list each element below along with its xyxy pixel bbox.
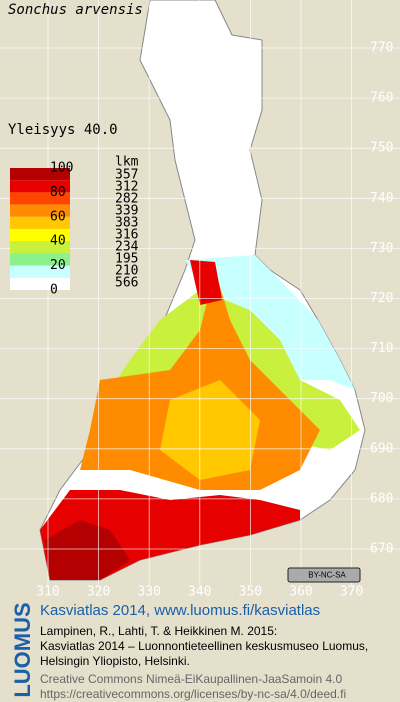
map [39,0,366,581]
legend-count: 357 [115,168,138,183]
region-north [185,255,355,390]
northing-label: 670 [370,542,393,557]
legend-scale-label: 40 [50,234,66,249]
frequency: Yleisyys 40.0 [8,122,118,138]
northing-label: 770 [370,41,393,56]
easting-label: 360 [289,585,312,600]
legend-count: 234 [115,240,139,255]
region-southwest [45,520,130,580]
legend-scale-label: 100 [50,161,73,176]
region-lakes [160,380,260,480]
legend-count: 383 [115,216,138,231]
count-header: lkm [115,155,139,170]
easting-label: 320 [87,585,110,600]
easting-label: 370 [340,585,363,600]
legend-count: 195 [115,252,138,267]
legend-swatch [10,265,70,278]
legend-count: 566 [115,276,138,291]
easting-label: 330 [137,585,160,600]
legend-swatch [10,192,70,205]
legend-swatch [10,241,70,254]
legend-count: 210 [115,264,138,279]
license-line: https://creativecommons.org/licenses/by-… [40,687,346,701]
easting-label: 340 [188,585,211,600]
citation-line: Helsingin Yliopisto, Helsinki. [40,654,190,668]
region-oulu [190,260,222,305]
northing-label: 760 [370,91,393,106]
brand: LUOMUS [10,602,35,697]
legend-swatch [10,204,70,217]
citation-line: Lampinen, R., Lahti, T. & Heikkinen M. 2… [40,624,277,638]
northing-label: 730 [370,241,393,256]
footer: Lampinen, R., Lahti, T. & Heikkinen M. 2… [40,624,368,701]
northing-label: 700 [370,391,393,406]
legend-swatch [10,229,70,242]
legend-scale-label: 80 [50,185,66,200]
northing-label: 680 [370,491,393,506]
northing-label: 740 [370,191,393,206]
easting-label: 350 [239,585,262,600]
legend-swatch [10,277,70,290]
license-badge-text: BY-NC-SA [308,571,346,580]
grid: 770 760 750 740 730 720 710 700 690 680 670 310 320 3… [0,0,400,600]
legend-scale-label: 20 [50,258,66,273]
legend-swatch [10,180,70,193]
northing-label: 710 [370,341,393,356]
citation-line: Kasviatlas 2014 – Luonnontieteellinen ke… [40,639,368,653]
legend-count: 312 [115,180,138,195]
legend-swatch [10,168,70,181]
legend-count: 316 [115,228,138,243]
legend-swatch [10,253,70,266]
northing-label: 750 [370,141,393,156]
atlas-link[interactable]: Kasviatlas 2014, www.luomus.fi/kasviatla… [40,602,320,619]
species-title: Sonchus arvensis [8,2,143,18]
legend-count: 339 [115,204,138,219]
easting-label: 310 [36,585,59,600]
license-badge [287,567,361,583]
northing-label: 720 [370,291,393,306]
legend-scale-label: 0 [50,283,58,298]
license-line: Creative Commons Nimeä-EiKaupallinen-Jaa… [40,672,342,686]
northing-label: 690 [370,441,393,456]
legend-scale-label: 60 [50,209,66,224]
legend-swatch [10,216,70,229]
legend-count: 282 [115,192,138,207]
